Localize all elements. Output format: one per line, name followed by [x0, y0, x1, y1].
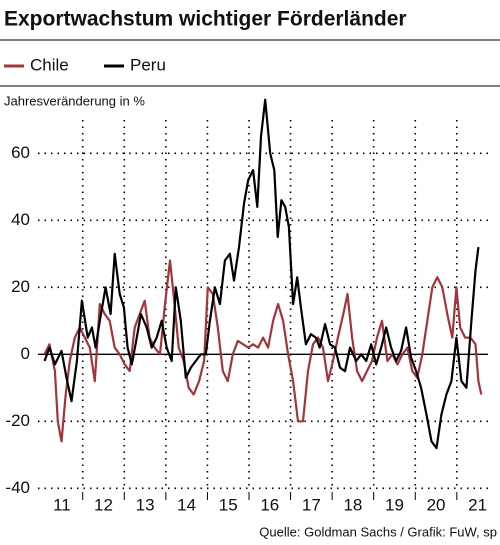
y-tick-label: 0 [21, 344, 30, 363]
legend-label: Peru [130, 55, 166, 74]
x-tick-label: 15 [219, 495, 238, 514]
series-line [43, 259, 483, 443]
x-tick-label: 12 [94, 495, 113, 514]
legend-label: Chile [30, 55, 69, 74]
x-tick-label: 19 [385, 495, 404, 514]
y-tick-label: 40 [11, 210, 30, 229]
x-tick-label: 16 [260, 495, 279, 514]
x-tick-label: 20 [427, 495, 446, 514]
x-tick-label: 18 [343, 495, 362, 514]
x-tick-label: 14 [177, 495, 196, 514]
x-tick-label: 11 [53, 495, 71, 514]
series-line [43, 98, 480, 450]
source-note: Quelle: Goldman Sachs / Grafik: FuW, sp [259, 524, 497, 539]
y-tick-label: 60 [11, 143, 30, 162]
x-tick-label: 17 [302, 495, 321, 514]
y-axis-label: Jahresveränderung in % [4, 93, 145, 108]
chart-title: Exportwachstum wichtiger Förderländer [4, 8, 407, 31]
y-tick-label: -40 [5, 478, 30, 497]
y-tick-label: -20 [5, 411, 30, 430]
x-tick-label: 13 [136, 495, 155, 514]
x-tick-label: 21 [468, 495, 487, 514]
y-tick-label: 20 [11, 277, 30, 296]
